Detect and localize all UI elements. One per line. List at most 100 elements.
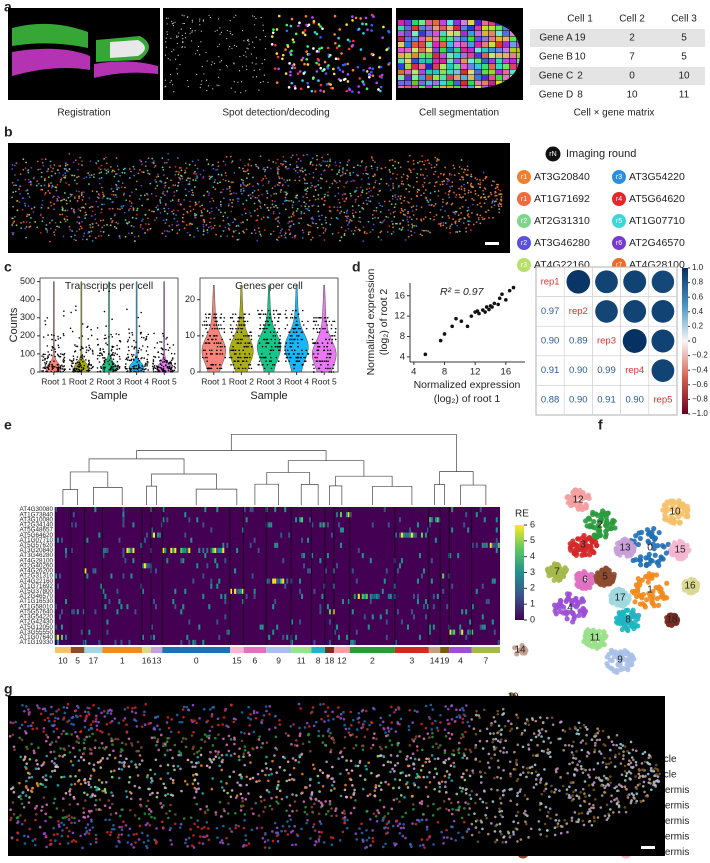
transcript-spot (339, 212, 341, 215)
spot (236, 45, 238, 47)
spot (241, 30, 244, 32)
transcript-spot (13, 220, 16, 223)
heatmap-cell (471, 604, 474, 610)
jitter-dot (44, 366, 46, 368)
jitter-dot (206, 367, 209, 370)
jitter-dot (230, 324, 232, 326)
jitter-dot (130, 353, 133, 356)
cell (482, 53, 489, 58)
jitter-dot (88, 369, 91, 372)
cell (482, 69, 489, 75)
jitter-dot (97, 354, 99, 357)
transcript-spot (235, 192, 238, 195)
transcript-spot (162, 174, 165, 176)
transcript-spot (209, 200, 211, 203)
transcript-spot (13, 184, 15, 187)
transcript-spot (271, 203, 274, 206)
spot (259, 69, 261, 71)
transcript-spot (278, 177, 281, 180)
jitter-dot (76, 370, 78, 373)
spot (372, 15, 375, 18)
corr-circle (623, 300, 647, 323)
spot (323, 60, 327, 64)
jitter-dot (266, 363, 269, 366)
jitter-dot (111, 360, 113, 363)
jitter-dot (244, 353, 246, 355)
transcript-spot (290, 199, 293, 202)
transcript-spot (499, 203, 502, 206)
transcript-spot (177, 198, 180, 201)
transcript-spot (343, 211, 346, 214)
jitter-dot (118, 355, 121, 358)
cell (405, 42, 412, 47)
cell-point (629, 588, 636, 595)
cell (461, 31, 468, 36)
transcript-spot (30, 183, 32, 186)
jitter-dot (71, 360, 73, 363)
transcript-spot (80, 206, 83, 209)
root-tip (110, 40, 145, 58)
transcript-spot (362, 202, 365, 205)
cell-point (649, 573, 655, 579)
heatmap-cell (151, 624, 154, 630)
spot (365, 87, 369, 91)
heatmap-cell (253, 593, 256, 599)
transcript-spot (344, 215, 347, 218)
jitter-dot (113, 369, 116, 372)
colorbar-tick-label: −1.0 (692, 409, 708, 418)
heatmap-cell (497, 542, 500, 548)
spot (301, 31, 305, 34)
spot (325, 83, 329, 86)
transcript-spot (299, 169, 302, 172)
spot (276, 55, 280, 59)
heatmap-cell (188, 619, 191, 625)
transcript-spot (367, 220, 370, 223)
cell (433, 80, 440, 86)
spot (321, 27, 324, 30)
spot (171, 20, 173, 22)
jitter-dot (101, 354, 104, 357)
cell-point (576, 536, 582, 542)
heatmap-cell (341, 527, 344, 533)
cell-point (651, 525, 657, 532)
jitter-dot (302, 309, 304, 312)
colorbar-tick-label: 2 (530, 583, 535, 593)
colorbar-tick-label: −0.2 (692, 351, 708, 360)
heatmap-cell (122, 507, 125, 513)
transcript-spot (315, 168, 317, 171)
heatmap-cell (143, 537, 146, 543)
transcript-spot (290, 220, 293, 223)
transcript-spot (88, 235, 91, 238)
heatmap-cell (157, 532, 160, 538)
dendrogram-link (287, 460, 365, 477)
jitter-dot (73, 367, 76, 370)
transcript-spot (29, 180, 32, 183)
spot (233, 16, 235, 18)
jitter-dot (140, 369, 142, 372)
jitter-dot (291, 349, 293, 352)
transcript-spot (389, 212, 392, 215)
panel-label: d (352, 259, 361, 275)
jitter-dot (293, 367, 296, 370)
cell (405, 69, 412, 75)
transcript-spot (56, 225, 58, 228)
jitter-dot (270, 360, 272, 362)
heatmap-cell (345, 634, 348, 640)
transcript-spot (76, 176, 78, 179)
cell (447, 47, 454, 53)
transcript-spot (95, 200, 98, 203)
transcript-spot (383, 200, 386, 203)
cell (482, 80, 489, 86)
corr-circle (651, 270, 675, 294)
jitter-dot (102, 350, 105, 353)
transcript-spot (25, 221, 28, 223)
legend-round: r7 (616, 262, 622, 269)
jitter-dot (166, 360, 169, 362)
heatmap-cell (106, 629, 109, 635)
jitter-dot (327, 360, 329, 362)
heatmap-cell (253, 537, 256, 543)
jitter-dot (53, 360, 55, 363)
spot (226, 29, 228, 32)
transcript-spot (286, 168, 289, 170)
transcript-spot (317, 198, 320, 200)
